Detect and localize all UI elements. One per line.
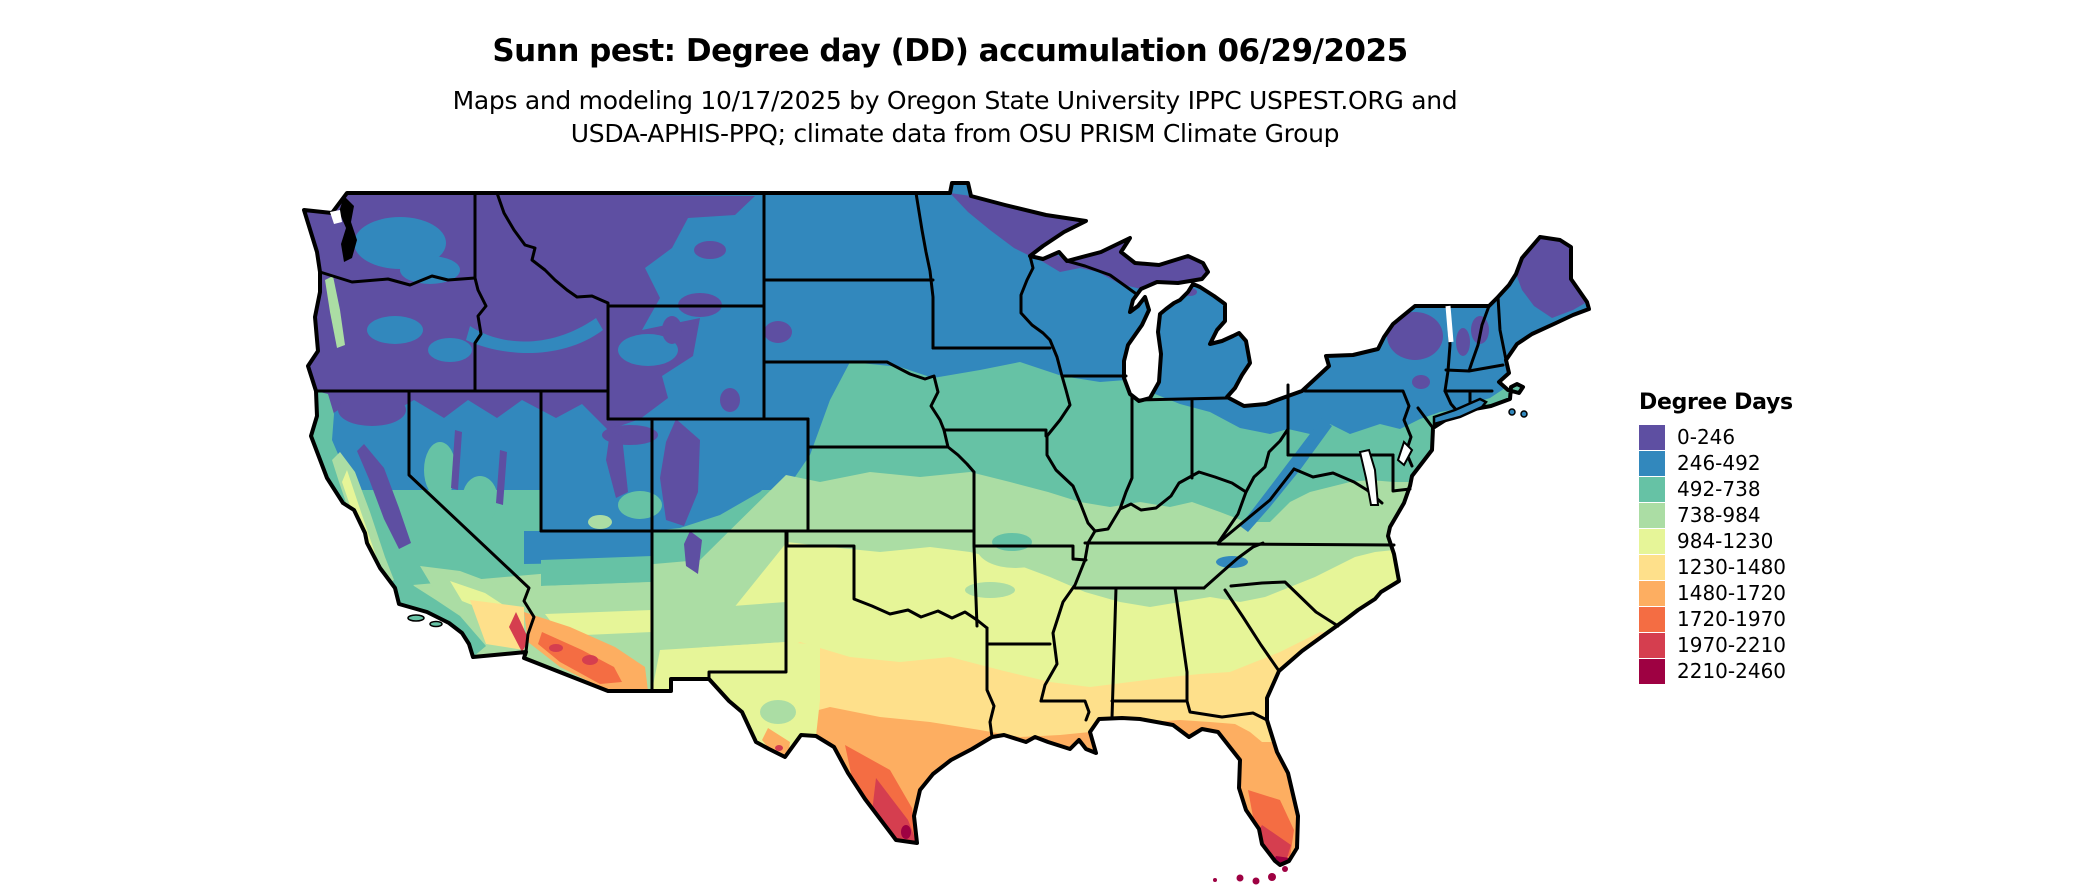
dd-catskills xyxy=(1412,375,1430,389)
legend-title: Degree Days xyxy=(1639,390,1793,415)
dd-se-utah-canyons xyxy=(618,491,662,519)
legend-label: 1230-1480 xyxy=(1677,555,1787,579)
cape-islands xyxy=(1508,408,1528,418)
dd-n-arizona-strip xyxy=(524,531,652,564)
legend-swatch xyxy=(1639,476,1665,502)
dd-laramie-range xyxy=(720,388,740,412)
subtitle-line-1: Maps and modeling 10/17/2025 by Oregon S… xyxy=(452,86,1458,115)
dd-green-mtns xyxy=(1456,328,1470,356)
degree-day-raster xyxy=(304,183,1589,865)
page-title: Sunn pest: Degree day (DD) accumulation … xyxy=(492,33,1408,69)
legend-item: 738-984 xyxy=(1639,502,1793,528)
dd-s-new-mexico-green xyxy=(652,602,786,650)
dd-sw-arizona-desert xyxy=(524,612,648,691)
dd-ouachita xyxy=(965,582,1015,598)
legend-item: 1480-1720 xyxy=(1639,580,1793,606)
dd-snake-river-plain xyxy=(466,318,603,354)
dd-willamette-valley xyxy=(325,276,345,348)
dd-minnesota-arrowhead xyxy=(950,193,1086,256)
dd-arizona-mid-green xyxy=(541,582,652,614)
dd-adirondacks xyxy=(1387,312,1443,360)
dd-band-1480-1720 xyxy=(800,707,1589,865)
legend-swatch xyxy=(1639,606,1665,632)
legend-swatch xyxy=(1639,580,1665,606)
dd-black-hills xyxy=(764,321,792,343)
dd-wyoming-basin xyxy=(618,334,678,366)
dd-nevada-valley-2 xyxy=(462,476,498,524)
page-subtitle: Maps and modeling 10/17/2025 by Oregon S… xyxy=(453,84,1458,150)
us-degree-day-map xyxy=(302,181,1591,885)
legend-swatch xyxy=(1639,502,1665,528)
legend-label: 984-1230 xyxy=(1677,529,1774,553)
legend-swatch xyxy=(1639,450,1665,476)
legend: Degree Days 0-246 246-492 492-738 738-984 98… xyxy=(1639,390,1793,684)
dd-arizona-hot-spot xyxy=(582,655,598,665)
dd-bighorn-mtns xyxy=(662,316,682,344)
puget-strait xyxy=(330,210,342,224)
dd-davis-mtns xyxy=(760,700,796,724)
channel-islands xyxy=(407,614,443,628)
legend-item: 492-738 xyxy=(1639,476,1793,502)
lake-champlain xyxy=(1445,305,1454,343)
dd-s-utah-valley xyxy=(588,515,612,529)
dd-nevada-valley xyxy=(424,442,456,498)
legend-item: 1970-2210 xyxy=(1639,632,1793,658)
legend-item: 2210-2460 xyxy=(1639,658,1793,684)
dd-wasatch-range xyxy=(606,432,628,498)
dd-appalachian-streak xyxy=(1240,418,1332,532)
legend-item: 984-1230 xyxy=(1639,528,1793,554)
dd-oregon-basin-2 xyxy=(428,338,472,362)
dd-imperial-valley xyxy=(509,612,529,652)
puget-sound xyxy=(339,196,357,262)
long-island xyxy=(1432,397,1488,426)
dd-se-california-desert xyxy=(470,600,524,650)
dd-california-coast-range xyxy=(311,391,486,657)
legend-label: 1720-1970 xyxy=(1677,607,1787,631)
dd-columbia-basin-arm xyxy=(400,256,460,284)
legend-swatch xyxy=(1639,528,1665,554)
delaware-bay xyxy=(1396,440,1414,467)
legend-label: 492-738 xyxy=(1677,477,1761,501)
dd-ozarks-core xyxy=(992,533,1032,551)
legend-items: 0-246 246-492 492-738 738-984 984-1230 1230-1… xyxy=(1639,424,1793,684)
legend-item: 246-492 xyxy=(1639,450,1793,476)
dd-columbia-basin xyxy=(354,217,446,269)
legend-item: 1230-1480 xyxy=(1639,554,1793,580)
dd-sierra-nevada xyxy=(357,444,411,549)
legend-swatch xyxy=(1639,554,1665,580)
legend-label: 2210-2460 xyxy=(1677,659,1787,683)
legend-label: 1970-2210 xyxy=(1677,633,1787,657)
dd-sangre-de-cristo xyxy=(684,531,702,574)
dd-texas-tip-2210-2460 xyxy=(901,825,911,839)
legend-swatch xyxy=(1639,658,1665,684)
florida-keys xyxy=(1213,866,1288,885)
legend-item: 1720-1970 xyxy=(1639,606,1793,632)
dd-s-florida-1970-2210 xyxy=(1254,825,1291,862)
dd-nevada-ridge-2 xyxy=(496,450,507,505)
legend-label: 1480-1720 xyxy=(1677,581,1787,605)
dd-ne-california xyxy=(338,394,406,426)
dd-trans-pecos xyxy=(709,642,820,757)
dd-arizona-hot-spot-2 xyxy=(549,644,563,652)
dd-big-bend xyxy=(762,728,790,758)
dd-florida-tip-2210-2460 xyxy=(1272,856,1290,865)
dd-arizona-mid-teal xyxy=(541,556,652,586)
legend-item: 0-246 xyxy=(1639,424,1793,450)
dd-colorado-rockies xyxy=(660,419,700,526)
chesapeake-bay xyxy=(1358,448,1380,506)
legend-swatch xyxy=(1639,632,1665,658)
dd-oregon-basin xyxy=(367,316,423,344)
subtitle-line-2: USDA-APHIS-PPQ; climate data from OSU PR… xyxy=(570,119,1340,148)
legend-label: 246-492 xyxy=(1677,451,1761,475)
dd-big-bend-hot-spot xyxy=(775,745,783,751)
dd-montana-mtns-2 xyxy=(694,241,726,259)
legend-swatch xyxy=(1639,424,1665,450)
legend-label: 738-984 xyxy=(1677,503,1761,527)
legend-label: 0-246 xyxy=(1677,425,1736,449)
dd-nevada-ridge xyxy=(451,430,462,490)
